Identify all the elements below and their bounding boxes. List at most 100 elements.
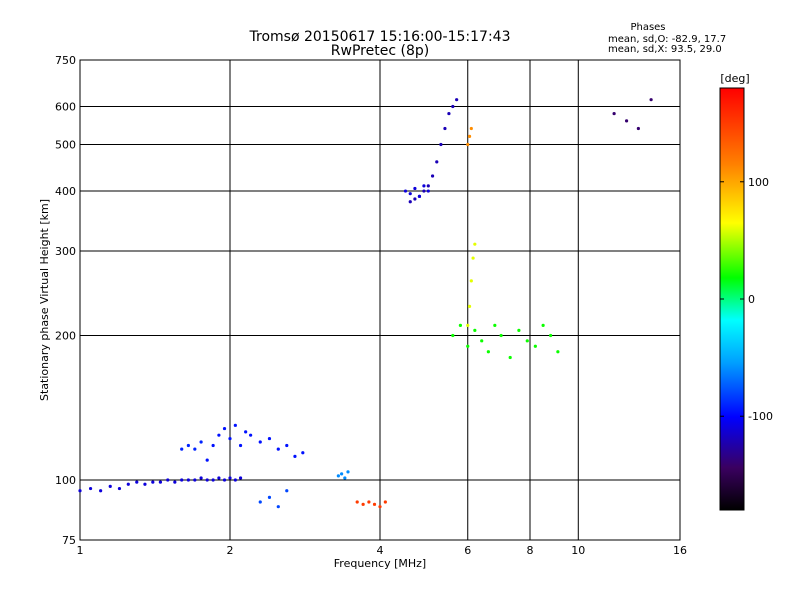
y-tick-label: 200	[55, 330, 76, 343]
data-point	[612, 111, 616, 116]
data-point	[430, 174, 435, 178]
data-point	[135, 480, 139, 484]
data-point	[258, 500, 262, 504]
data-point	[276, 505, 280, 509]
data-point	[158, 480, 163, 484]
data-point	[435, 160, 439, 164]
data-point	[211, 443, 215, 448]
data-point	[473, 328, 477, 332]
data-point	[467, 304, 472, 309]
data-point	[108, 484, 112, 488]
data-point	[228, 476, 232, 480]
data-point	[467, 134, 472, 138]
data-point	[199, 476, 203, 480]
data-point	[249, 433, 253, 437]
chart-title-line1: Tromsø 20150617 15:16:00-15:17:43	[249, 29, 511, 45]
stats-line-o: mean, sd,O: -82.9, 17.7	[608, 34, 726, 45]
data-point	[267, 436, 272, 441]
data-point	[466, 344, 470, 348]
data-point	[88, 486, 93, 491]
data-point	[471, 256, 475, 260]
colorbar-tick-label: 0	[748, 293, 755, 306]
data-point	[301, 451, 305, 455]
x-tick-label: 6	[464, 544, 471, 557]
data-point	[151, 480, 155, 484]
data-point	[222, 478, 227, 482]
y-tick-label: 400	[55, 185, 76, 198]
data-point	[413, 186, 417, 191]
data-point	[205, 478, 209, 482]
data-point	[408, 192, 412, 196]
y-tick-label: 500	[55, 139, 76, 152]
data-point	[517, 328, 521, 332]
data-point	[336, 474, 340, 478]
data-point	[499, 333, 503, 338]
x-tick-label: 10	[571, 544, 585, 557]
y-tick-label: 75	[62, 534, 76, 547]
data-point	[447, 111, 451, 116]
x-tick-label: 16	[673, 544, 687, 557]
x-tick-label: 2	[227, 544, 234, 557]
data-point	[276, 447, 280, 451]
data-point	[217, 433, 221, 437]
data-point	[451, 333, 455, 338]
y-tick-label: 100	[55, 474, 76, 487]
data-point	[422, 184, 426, 188]
data-point	[285, 489, 289, 493]
colorbar-tick-label: 100	[748, 176, 769, 189]
data-point	[556, 350, 560, 354]
data-point	[199, 440, 203, 444]
colorbar-label: [deg]	[720, 72, 749, 85]
x-tick-label: 4	[377, 544, 384, 557]
data-point	[649, 98, 653, 102]
y-tick-label: 750	[55, 54, 76, 67]
data-point	[117, 486, 122, 491]
data-point	[346, 470, 350, 474]
data-point	[267, 495, 272, 500]
data-point	[466, 323, 470, 327]
data-point	[126, 482, 130, 486]
y-tick-label: 300	[55, 245, 76, 258]
data-point	[186, 443, 190, 448]
data-point	[99, 489, 103, 493]
grid-layer	[80, 60, 680, 540]
data-point	[486, 350, 490, 354]
data-point	[205, 458, 209, 462]
data-point	[143, 482, 147, 486]
data-point	[244, 430, 248, 434]
data-point	[186, 478, 190, 482]
data-point	[422, 189, 426, 193]
data-point	[238, 476, 243, 480]
data-point	[636, 126, 640, 131]
data-point	[355, 500, 359, 504]
data-point	[469, 126, 473, 131]
data-point	[361, 502, 365, 506]
data-point	[193, 478, 197, 482]
data-point	[217, 476, 221, 480]
stats-label: Phases	[630, 22, 665, 33]
data-point	[525, 339, 529, 343]
data-point	[549, 333, 553, 338]
data-point	[533, 344, 537, 348]
data-point	[193, 447, 197, 451]
data-point	[258, 440, 262, 444]
x-tick-layer: 1 2 4 6 8 10 16	[77, 544, 688, 557]
data-point	[233, 478, 237, 482]
data-point	[166, 478, 170, 482]
colorbar-tick-layer: 100 0 -100	[720, 176, 773, 423]
data-point	[493, 323, 497, 327]
points-layer	[78, 98, 653, 509]
colorbar-tick-label: -100	[748, 410, 773, 423]
data-point	[455, 98, 459, 102]
data-point	[293, 454, 297, 459]
data-point	[367, 500, 371, 504]
data-point	[180, 447, 184, 451]
data-point	[417, 194, 422, 198]
data-point	[372, 502, 377, 506]
data-point	[508, 355, 512, 360]
data-point	[285, 443, 289, 448]
data-point	[469, 279, 473, 283]
data-point	[78, 489, 82, 493]
data-point	[426, 184, 430, 188]
data-point	[466, 142, 470, 147]
